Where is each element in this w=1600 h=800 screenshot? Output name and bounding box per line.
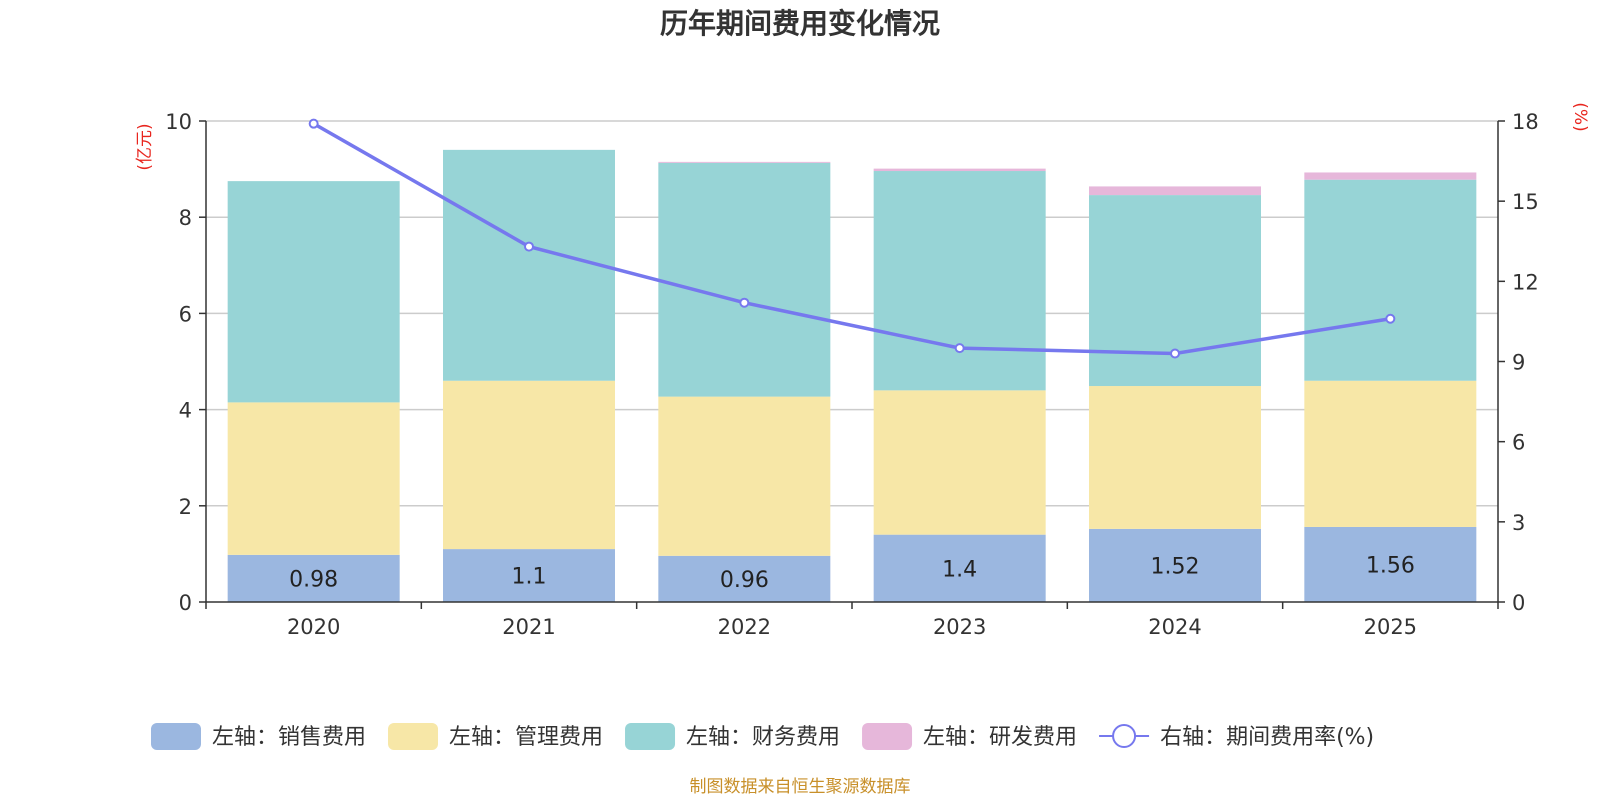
- right-tick-label: 12: [1512, 270, 1539, 294]
- legend-label: 左轴：研发费用: [923, 725, 1077, 750]
- left-tick-label: 6: [179, 302, 192, 326]
- legend-item[interactable]: 左轴：研发费用: [862, 723, 1077, 750]
- chart-title: 历年期间费用变化情况: [660, 7, 940, 40]
- x-tick-label: 2020: [287, 615, 340, 639]
- bar-value-label: 1.52: [1151, 554, 1200, 579]
- legend-item[interactable]: 右轴：期间费用率(%): [1099, 724, 1374, 750]
- legend-label: 右轴：期间费用率(%): [1160, 725, 1374, 750]
- rate-point: [524, 241, 534, 252]
- bar-segment-2025-3: [1304, 172, 1477, 180]
- bar-value-label: 0.96: [720, 568, 769, 593]
- legend-circle-icon: [1112, 724, 1137, 748]
- rate-line: [312, 122, 1391, 356]
- rate-point: [954, 343, 965, 354]
- legend-swatch: [625, 723, 676, 750]
- x-tick-label: 2024: [1148, 615, 1201, 639]
- rate-point: [739, 297, 750, 308]
- right-tick-label: 9: [1512, 351, 1525, 375]
- bar-segment-2023-2: [873, 171, 1046, 391]
- legend-swatch: [151, 723, 201, 750]
- bar-segment-2020-1: [227, 402, 400, 555]
- right-tick-label: 6: [1512, 431, 1525, 455]
- rate-line-layer: [308, 118, 1396, 359]
- left-tick-label: 2: [179, 495, 192, 519]
- bar-segment-2022-1: [658, 396, 831, 556]
- bar-value-label: 1.1: [512, 565, 547, 590]
- bar-value-label: 0.98: [289, 567, 338, 592]
- bar-segment-2022-2: [658, 162, 831, 397]
- bar-layer: [227, 149, 1477, 602]
- bar-segment-2020-2: [227, 181, 400, 403]
- x-tick-label: 2025: [1364, 615, 1417, 639]
- bar-segment-2021-0: [443, 549, 615, 602]
- legend-item[interactable]: 左轴：财务费用: [625, 723, 840, 750]
- right-axis-unit: (%): [1570, 102, 1590, 131]
- source-note: 制图数据来自恒生聚源数据库: [690, 777, 911, 797]
- bar-segment-2020-0: [227, 554, 400, 602]
- right-tick-label: 15: [1512, 190, 1539, 214]
- x-tick-label: 2022: [718, 615, 771, 639]
- rate-point: [1385, 313, 1396, 324]
- bar-segment-2021-2: [443, 149, 615, 381]
- left-tick-label: 4: [179, 399, 192, 423]
- bar-value-label: 1.4: [942, 557, 977, 582]
- legend: 左轴：销售费用 左轴：管理费用 左轴：财务费用 左轴：研发费用 右轴：期间费用率(%): [151, 723, 1374, 750]
- legend-item[interactable]: 左轴：销售费用: [151, 723, 366, 750]
- bar-segment-2025-0: [1304, 526, 1477, 602]
- left-tick-label: 8: [179, 206, 192, 230]
- left-tick-label: 0: [179, 591, 192, 615]
- bar-segment-2024-0: [1089, 528, 1261, 602]
- legend-swatch: [862, 723, 913, 750]
- bar-segment-2024-1: [1089, 386, 1261, 529]
- legend-label: 左轴：销售费用: [212, 725, 366, 750]
- bar-segment-2023-0: [873, 534, 1046, 602]
- right-tick-label: 18: [1512, 110, 1539, 134]
- rate-point: [308, 118, 319, 129]
- left-axis-unit: (亿元): [135, 123, 155, 170]
- rate-point: [1170, 348, 1180, 359]
- bar-segment-2023-3: [873, 168, 1046, 172]
- bar-value-label: 1.56: [1366, 553, 1415, 578]
- right-tick-label: 3: [1512, 511, 1525, 535]
- legend-label: 左轴：管理费用: [449, 725, 603, 750]
- bar-segment-2022-0: [658, 555, 831, 602]
- x-tick-label: 2021: [502, 615, 555, 639]
- legend-swatch: [388, 723, 439, 750]
- bar-segment-2025-1: [1304, 380, 1477, 527]
- bar-segment-2025-2: [1304, 179, 1477, 381]
- gridlines: [206, 120, 1498, 507]
- legend-item[interactable]: 左轴：管理费用: [388, 723, 603, 750]
- bar-segment-2021-1: [443, 380, 615, 550]
- axes: 0 2 4 6 8 10 0 3 6 9 12 15 18 2020 2021 2022 2023 2024 202…: [165, 110, 1538, 639]
- bar-segment-2022-3: [658, 161, 831, 163]
- legend-label: 左轴：财务费用: [686, 725, 840, 750]
- left-tick-label: 10: [165, 110, 192, 134]
- data-labels: 0.98 1.1 0.96 1.4 1.52 1.56: [289, 553, 1415, 592]
- bar-segment-2023-1: [873, 390, 1046, 535]
- bar-segment-2024-3: [1089, 186, 1261, 196]
- x-tick-label: 2023: [933, 615, 986, 639]
- right-tick-label: 0: [1512, 591, 1525, 615]
